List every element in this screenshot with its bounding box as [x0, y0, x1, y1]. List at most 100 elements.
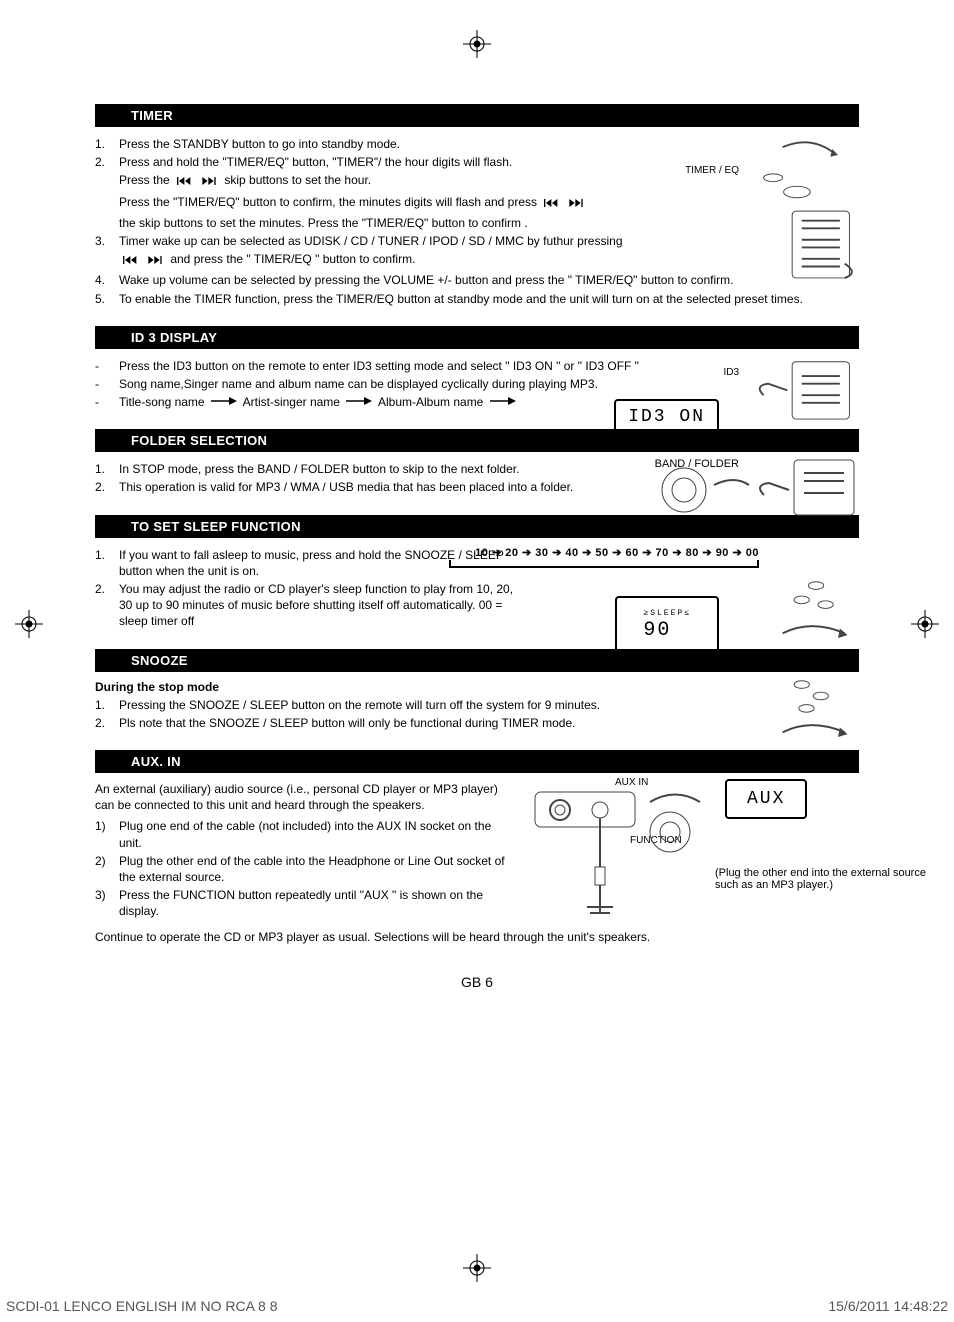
remote-illustration: [754, 357, 859, 433]
footer: SCDI-01 LENCO ENGLISH IM NO RCA 8 8 15/6…: [6, 1298, 948, 1314]
aux-intro: An external (auxiliary) audio source (i.…: [95, 781, 515, 813]
list-item: 2.You may adjust the radio or CD player'…: [95, 580, 515, 631]
list-marker: 1.: [95, 136, 119, 152]
list-item: 1.In STOP mode, press the BAND / FOLDER …: [95, 460, 655, 478]
list-marker: -: [95, 358, 119, 374]
list-marker: [95, 215, 119, 231]
list-item: 2.Press and hold the "TIMER/EQ" button, …: [95, 153, 859, 171]
list-marker: [95, 251, 119, 270]
list-item: -Press the ID3 button on the remote to e…: [95, 357, 859, 375]
list-item: 4.Wake up volume can be selected by pres…: [95, 271, 859, 289]
list-text: Press the ID3 button on the remote to en…: [119, 358, 859, 374]
aux-continue: Continue to operate the CD or MP3 player…: [95, 930, 859, 944]
registration-mark-icon: [463, 30, 491, 58]
list-marker: 4.: [95, 272, 119, 288]
section-folder: BAND / FOLDER 1.In STOP mode, press the …: [95, 460, 859, 500]
list-marker: 1.: [95, 461, 119, 477]
list-item: -Title-song name Artist-singer name Albu…: [95, 393, 859, 411]
sleep-list: 1.If you want to fall asleep to music, p…: [95, 546, 515, 631]
footer-left: SCDI-01 LENCO ENGLISH IM NO RCA 8 8: [6, 1298, 278, 1314]
section-sleep: 10 ➔ 20 ➔ 30 ➔ 40 ➔ 50 ➔ 60 ➔ 70 ➔ 80 ➔ …: [95, 546, 859, 635]
list-marker: 2.: [95, 154, 119, 170]
list-item: the skip buttons to set the minutes. Pre…: [95, 214, 859, 232]
list-text: Pressing the SNOOZE / SLEEP button on th…: [119, 697, 715, 713]
lcd-display: ID3 ON: [614, 399, 719, 435]
list-item: Press the "TIMER/EQ" button to confirm, …: [95, 193, 859, 214]
list-text: Title-song name Artist-singer name Album…: [119, 394, 859, 410]
list-marker: 3): [95, 887, 119, 919]
list-marker: [95, 172, 119, 191]
registration-mark-icon: [15, 610, 43, 638]
list-marker: 1): [95, 818, 119, 850]
list-text: Pls note that the SNOOZE / SLEEP button …: [119, 715, 715, 731]
snooze-subhead: During the stop mode: [95, 680, 859, 694]
aux-illustration: AUX IN FUNCTION AUX (Plug the other end …: [525, 777, 945, 927]
list-marker: -: [95, 394, 119, 410]
list-text: You may adjust the radio or CD player's …: [119, 581, 515, 630]
list-text: the skip buttons to set the minutes. Pre…: [119, 215, 859, 231]
list-marker: 2.: [95, 479, 119, 495]
list-item: Press the skip buttons to set the hour.: [95, 171, 859, 192]
section-id3: ID3 ID3 ON -Press the ID3 button on the …: [95, 357, 859, 416]
list-item: 3.Timer wake up can be selected as UDISK…: [95, 232, 859, 250]
list-marker: 3.: [95, 233, 119, 249]
section-snooze: During the stop mode 1.Pressing the SNOO…: [95, 680, 859, 736]
section-header-aux: AUX. IN: [95, 750, 859, 773]
list-item: 2)Plug the other end of the cable into t…: [95, 852, 515, 886]
list-marker: -: [95, 376, 119, 392]
id3-list: -Press the ID3 button on the remote to e…: [95, 357, 859, 412]
timer-list: 1.Press the STANDBY button to go into st…: [95, 135, 859, 308]
list-item: 5.To enable the TIMER function, press th…: [95, 290, 859, 308]
list-marker: 1.: [95, 697, 119, 713]
list-marker: [95, 194, 119, 213]
footer-right: 15/6/2011 14:48:22: [828, 1298, 948, 1314]
section-header-id3: ID 3 DISPLAY: [95, 326, 859, 349]
list-marker: 2.: [95, 715, 119, 731]
list-item: -Song name,Singer name and album name ca…: [95, 375, 859, 393]
lcd-display: ≥SLEEP≤90: [615, 596, 719, 654]
section-header-timer: TIMER: [95, 104, 859, 127]
list-marker: 2.: [95, 581, 119, 630]
section-header-snooze: SNOOZE: [95, 649, 859, 672]
list-marker: 1.: [95, 547, 119, 579]
list-item: 2.This operation is valid for MP3 / WMA …: [95, 478, 655, 496]
list-text: Press the FUNCTION button repeatedly unt…: [119, 887, 515, 919]
list-item: 3)Press the FUNCTION button repeatedly u…: [95, 886, 515, 920]
registration-mark-icon: [463, 1254, 491, 1282]
list-item: and press the " TIMER/EQ " button to con…: [95, 250, 859, 271]
remote-illustration: [754, 130, 859, 283]
page-number: GB 6: [95, 974, 859, 990]
list-item: 2.Pls note that the SNOOZE / SLEEP butto…: [95, 714, 715, 732]
list-text: In STOP mode, press the BAND / FOLDER bu…: [119, 461, 655, 477]
list-text: Song name,Singer name and album name can…: [119, 376, 859, 392]
folder-list: 1.In STOP mode, press the BAND / FOLDER …: [95, 460, 655, 496]
list-item: 1.Pressing the SNOOZE / SLEEP button on …: [95, 696, 715, 714]
list-marker: 5.: [95, 291, 119, 307]
manual-page: TIMER TIMER / EQ 1.Press the STANDBY but…: [0, 0, 954, 1322]
remote-illustration: [659, 455, 859, 525]
list-text: To enable the TIMER function, press the …: [119, 291, 859, 307]
sleep-sequence-bar: [449, 560, 759, 568]
snooze-list: 1.Pressing the SNOOZE / SLEEP button on …: [95, 696, 715, 732]
list-text: Plug one end of the cable (not included)…: [119, 818, 515, 850]
list-text: Timer wake up can be selected as UDISK /…: [119, 233, 859, 249]
list-text: This operation is valid for MP3 / WMA / …: [119, 479, 655, 495]
list-item: 1.Press the STANDBY button to go into st…: [95, 135, 859, 153]
timer-eq-label: TIMER / EQ: [685, 165, 739, 176]
list-text: Press and hold the "TIMER/EQ" button, "T…: [119, 154, 859, 170]
aux-list: 1)Plug one end of the cable (not include…: [95, 817, 515, 920]
list-text: Press the "TIMER/EQ" button to confirm, …: [119, 194, 859, 213]
list-text: Press the skip buttons to set the hour.: [119, 172, 859, 191]
list-text: Plug the other end of the cable into the…: [119, 853, 515, 885]
remote-illustration: [754, 576, 859, 652]
registration-mark-icon: [911, 610, 939, 638]
list-item: 1)Plug one end of the cable (not include…: [95, 817, 515, 851]
sleep-sequence: 10 ➔ 20 ➔ 30 ➔ 40 ➔ 50 ➔ 60 ➔ 70 ➔ 80 ➔ …: [475, 546, 759, 559]
section-timer: TIMER / EQ 1.Press the STANDBY button to…: [95, 135, 859, 312]
list-text: Wake up volume can be selected by pressi…: [119, 272, 859, 288]
id3-label: ID3: [723, 367, 739, 378]
list-text: Press the STANDBY button to go into stan…: [119, 136, 859, 152]
list-marker: 2): [95, 853, 119, 885]
list-text: and press the " TIMER/EQ " button to con…: [119, 251, 859, 270]
remote-illustration: [754, 675, 859, 751]
